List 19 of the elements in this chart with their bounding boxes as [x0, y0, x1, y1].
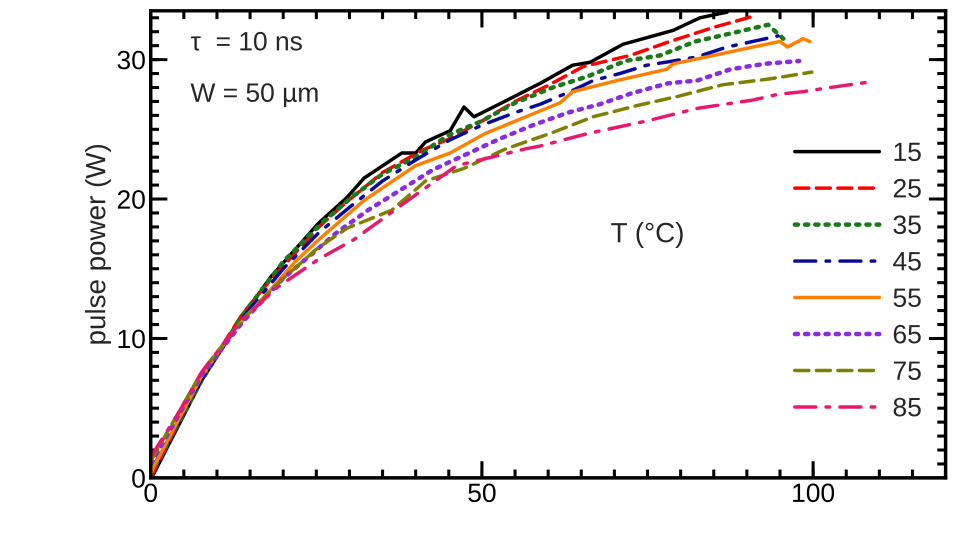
legend-label: 35 [894, 215, 921, 234]
annotation: W = 50 µm [190, 83, 318, 108]
legend-label: 45 [893, 252, 921, 271]
y-tick-label: 10 [118, 330, 145, 348]
legend-label: 15 [894, 142, 921, 162]
legend-label: 55 [894, 288, 921, 308]
x-tick-label: 100 [793, 483, 834, 502]
x-tick-label: 0 [144, 483, 158, 502]
x-tick-label: 50 [468, 483, 496, 502]
annotation: τ = 10 ns [190, 32, 302, 51]
y-tick-label: 20 [118, 190, 145, 209]
legend-title: T (°C) [611, 222, 683, 248]
y-tick-label: 30 [118, 50, 145, 70]
legend-label: 25 [894, 178, 921, 198]
legend-label: 75 [894, 362, 921, 380]
legend-label: 85 [894, 398, 921, 416]
legend-label: 65 [894, 324, 921, 344]
y-tick-label: 0 [132, 469, 145, 488]
y-axis-title: pulse power (W) [85, 144, 111, 344]
